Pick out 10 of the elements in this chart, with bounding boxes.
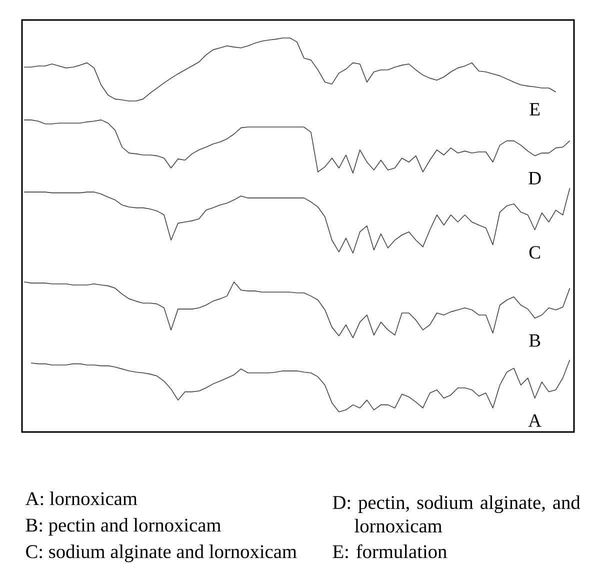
text: E: formulation (332, 544, 447, 558)
series-label: A (528, 414, 542, 427)
series-label: D (528, 172, 541, 184)
text: B: pectin and lornoxicam (26, 518, 221, 536)
series-label: E (530, 103, 540, 116)
series-label: C (529, 246, 540, 259)
text: D: pectin, sodium alginate, and lornoxicam (332, 495, 580, 533)
series-label: B (529, 334, 540, 347)
text: A: lornoxicam (25, 492, 138, 506)
text: C: sodium alginate and lornoxicam (26, 544, 297, 562)
